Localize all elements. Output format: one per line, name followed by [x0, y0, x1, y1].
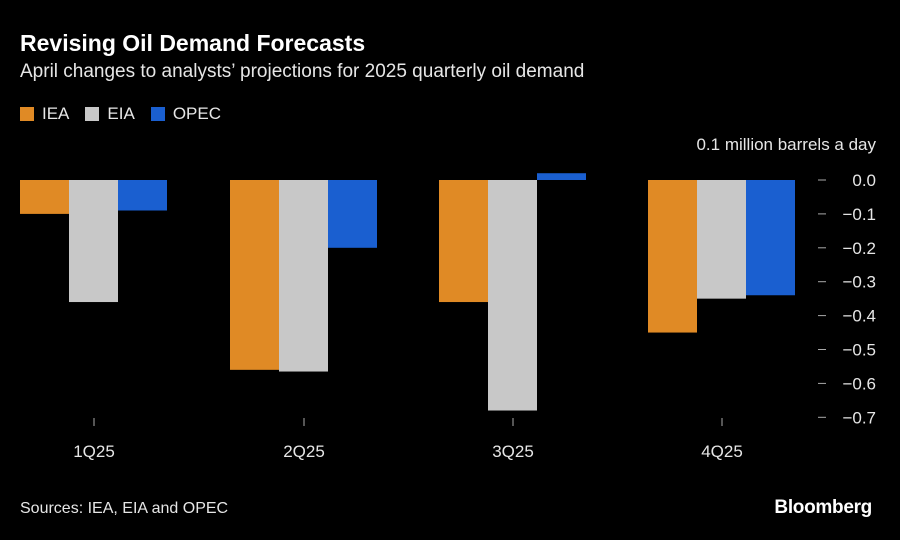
bar-eia-1q25	[69, 180, 118, 303]
legend-item-opec: OPEC	[150, 104, 221, 124]
bar-eia-2q25	[279, 180, 328, 372]
x-tick-label: 4Q25	[701, 442, 743, 461]
bar-opec-2q25	[328, 180, 377, 248]
legend-label-iea: IEA	[42, 104, 70, 123]
y-tick-label: −0.6	[842, 374, 876, 393]
bloomberg-logo: Bloomberg	[774, 497, 872, 518]
y-axis-unit-label: 0.1 million barrels a day	[696, 135, 876, 154]
chart-title: Revising Oil Demand Forecasts	[20, 30, 366, 56]
chart-subtitle: April changes to analysts’ projections f…	[20, 61, 585, 82]
bar-iea-1q25	[20, 180, 69, 214]
y-tick-label: −0.2	[842, 239, 876, 258]
legend-label-opec: OPEC	[172, 104, 221, 123]
legend-swatch-opec	[150, 107, 165, 121]
x-tick-label: 2Q25	[283, 442, 325, 461]
legend-label-eia: EIA	[107, 104, 135, 123]
y-tick-label: −0.5	[842, 341, 876, 360]
bar-opec-1q25	[118, 180, 167, 211]
y-tick-label: 0.0	[852, 171, 876, 190]
legend-swatch-iea	[20, 107, 34, 121]
bar-iea-3q25	[439, 180, 488, 303]
legend: IEA EIA OPEC	[20, 104, 237, 124]
y-tick-label: −0.4	[842, 307, 876, 326]
x-tick-label: 3Q25	[492, 442, 534, 461]
bar-iea-2q25	[230, 180, 279, 370]
legend-swatch-eia	[85, 107, 100, 121]
source-note: Sources: IEA, EIA and OPEC	[20, 500, 229, 517]
y-tick-label: −0.7	[842, 408, 876, 427]
bar-eia-3q25	[488, 180, 537, 411]
bar-opec-3q25	[537, 173, 586, 180]
bar-iea-4q25	[648, 180, 697, 333]
y-tick-label: −0.3	[842, 273, 876, 292]
legend-item-iea: IEA	[20, 104, 69, 124]
legend-item-eia: EIA	[85, 104, 135, 124]
bar-opec-4q25	[746, 180, 795, 296]
y-tick-label: −0.1	[842, 205, 876, 224]
bar-eia-4q25	[697, 180, 746, 299]
x-tick-label: 1Q25	[73, 442, 115, 461]
